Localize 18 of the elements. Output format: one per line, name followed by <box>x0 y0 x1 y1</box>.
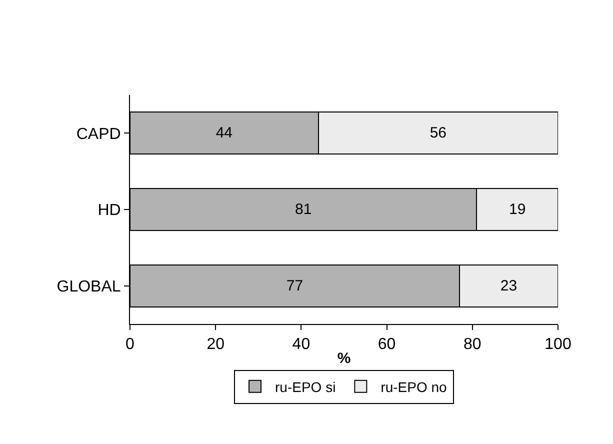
x-tick-label: 40 <box>292 336 310 354</box>
x-axis-title: % <box>337 350 351 368</box>
data-label: 23 <box>500 277 518 294</box>
data-label: 81 <box>294 201 312 218</box>
data-label: 77 <box>286 277 304 294</box>
y-tick-label: HD <box>98 202 121 220</box>
x-tick-label: 20 <box>206 336 225 354</box>
legend-label: ru-EPO si <box>275 378 336 395</box>
x-tick-label: 80 <box>464 336 482 354</box>
data-label: 56 <box>430 124 447 142</box>
data-label: 19 <box>508 201 526 218</box>
x-tick-label: 100 <box>544 336 572 354</box>
y-tick-label: GLOBAL <box>56 278 121 296</box>
data-label: 44 <box>216 124 233 142</box>
x-tick-label: 60 <box>378 336 396 354</box>
legend-label: ru-EPO no <box>380 378 448 395</box>
y-tick-label: CAPD <box>76 126 121 143</box>
x-tick-label: 0 <box>126 336 135 354</box>
